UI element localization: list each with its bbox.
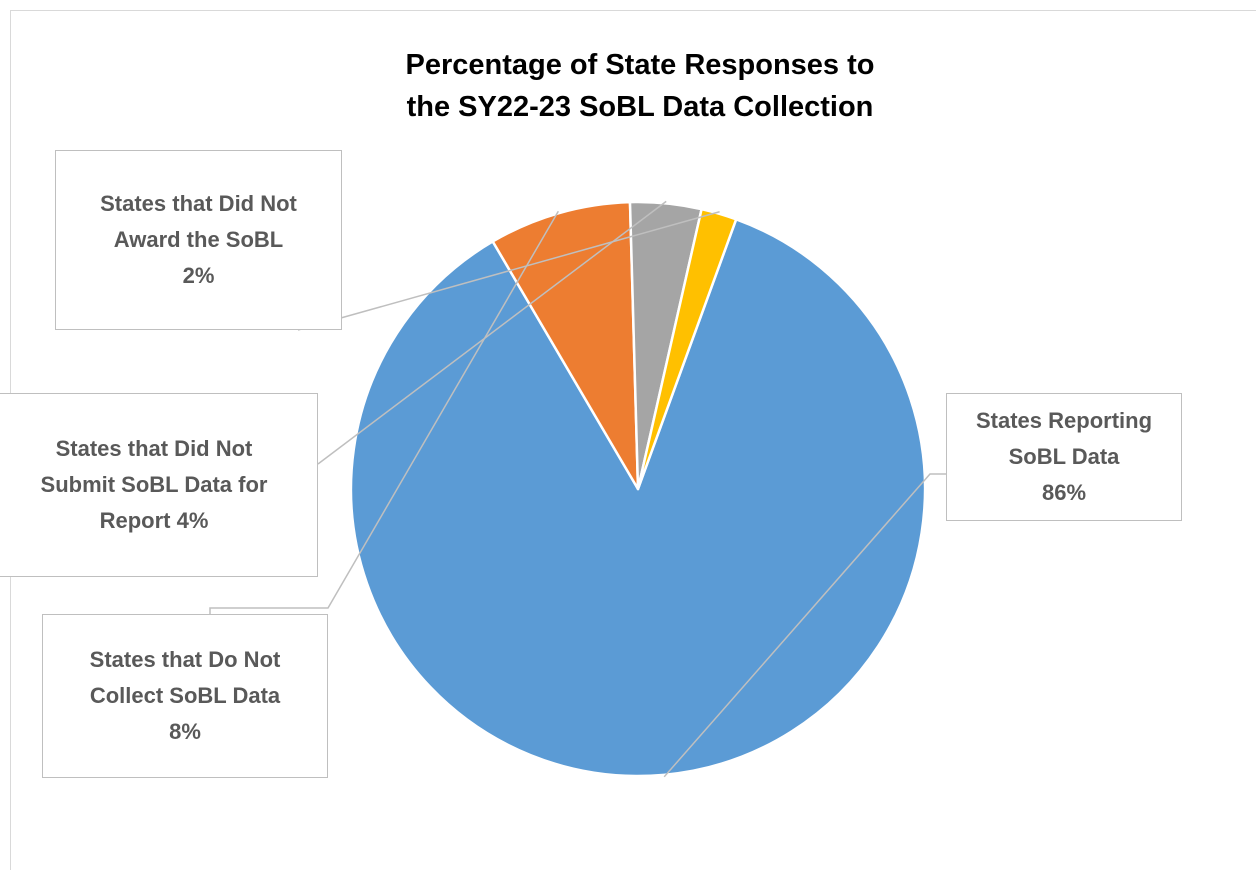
data-label-line: Submit SoBL Data for — [40, 472, 268, 497]
leader-line-did-not-award — [297, 211, 720, 331]
chart-title: Percentage of State Responses to the SY2… — [0, 44, 1256, 128]
data-label-percent: 8% — [169, 719, 201, 744]
pie-slice-do-not-collect — [491, 200, 640, 491]
chart-title-line-2: the SY22-23 SoBL Data Collection — [406, 91, 874, 123]
leader-line-did-not-submit — [317, 200, 667, 465]
leader-line-reporting — [663, 473, 946, 778]
pie-chart — [209, 200, 946, 778]
chart-title-line-1: Percentage of State Responses to — [405, 49, 875, 81]
data-label-line: Award the SoBL — [113, 227, 284, 252]
data-label-line: States that Did Not — [55, 436, 253, 461]
data-label-did-not-award: States that Did Not Award the SoBL 2% — [55, 150, 342, 330]
data-label-line: Collect SoBL Data — [89, 683, 281, 708]
data-label-percent: Report 4% — [99, 508, 209, 533]
data-label-states-reporting: States Reporting SoBL Data 86% — [946, 393, 1182, 521]
data-label-percent: 86% — [1041, 480, 1087, 505]
data-label-line: SoBL Data — [1008, 444, 1120, 469]
pie-slice-did-not-award — [636, 207, 738, 491]
data-label-do-not-collect: States that Do Not Collect SoBL Data 8% — [42, 614, 328, 778]
data-label-line: States that Did Not — [100, 191, 297, 216]
data-label-line: States Reporting — [975, 408, 1153, 433]
leader-line-do-not-collect — [209, 210, 559, 614]
pie-slice-reporting — [349, 218, 927, 778]
data-label-line: States that Do Not — [89, 647, 281, 672]
data-label-did-not-submit: States that Did Not Submit SoBL Data for… — [0, 393, 318, 577]
data-label-percent: 2% — [182, 263, 215, 288]
